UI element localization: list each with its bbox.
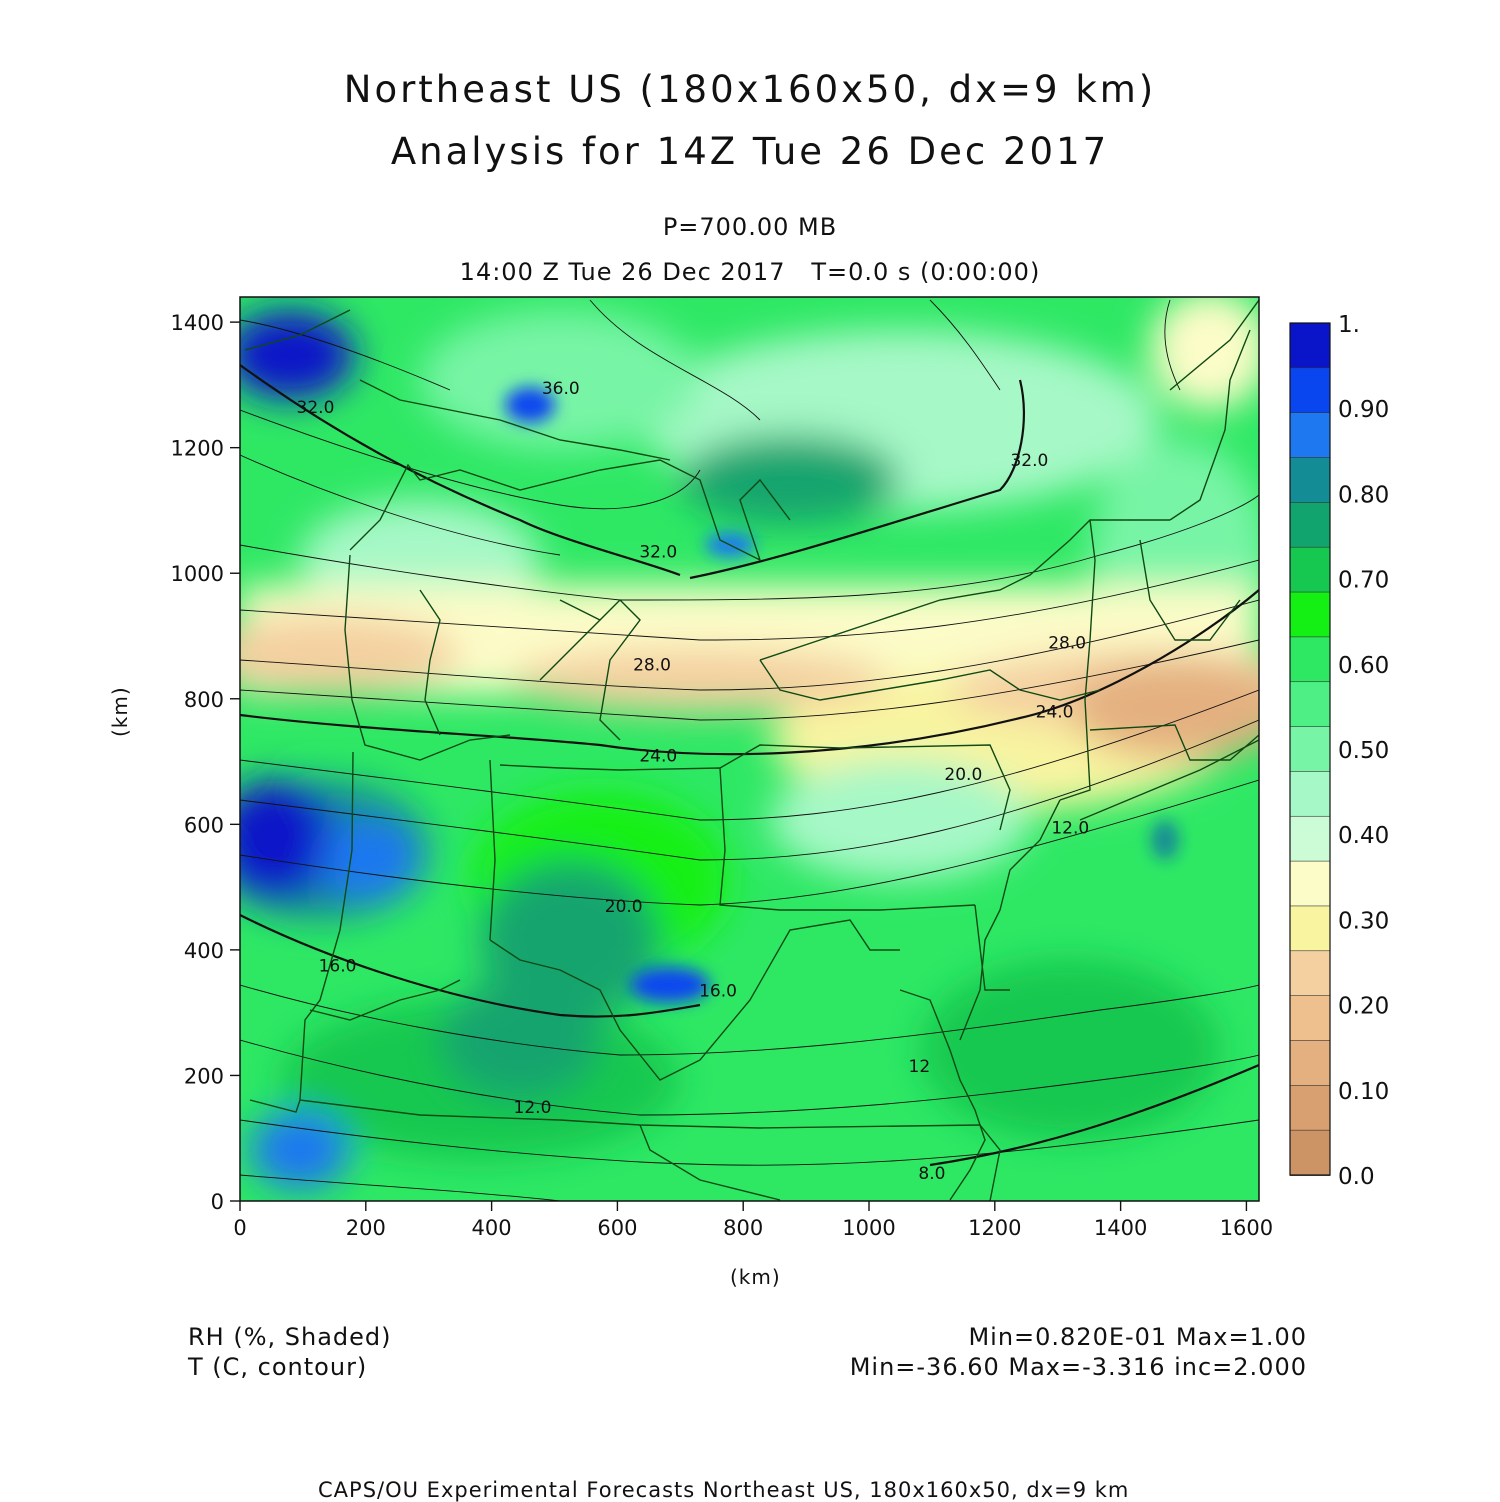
- colorbar-swatch: [1289, 1085, 1331, 1132]
- contour-label: 32.0: [1010, 451, 1048, 471]
- contour-label: 28.0: [1048, 633, 1086, 653]
- contour-label: 36.0: [542, 379, 580, 399]
- title-line-2: Analysis for 14Z Tue 26 Dec 2017: [390, 130, 1110, 173]
- colorbar-swatch: [1289, 681, 1331, 728]
- contour-label: 24.0: [1036, 702, 1074, 722]
- contour-label: 20.0: [605, 897, 643, 917]
- colorbar-label: 0.20: [1338, 994, 1389, 1020]
- colorbar-label: 0.80: [1338, 482, 1389, 508]
- contour-32-east: [689, 379, 1026, 580]
- title-line-1: Northeast US (180x160x50, dx=9 km): [343, 68, 1157, 111]
- credit-line: CAPS/OU Experimental Forecasts Northeast…: [318, 1478, 1130, 1502]
- colorbar-label: 0.50: [1338, 738, 1389, 764]
- colorbar-swatch: [1289, 726, 1331, 773]
- colorbar-swatch: [1289, 995, 1331, 1042]
- contour-field-legend: T (C, contour): [188, 1353, 368, 1381]
- y-tick-label: 0: [211, 1190, 224, 1214]
- contour-08: [929, 1063, 1259, 1167]
- contour-label: 12.0: [514, 1098, 552, 1118]
- x-tick-label: 200: [346, 1216, 386, 1240]
- colorbar-label: 1.: [1338, 312, 1360, 338]
- y-tick-label: 200: [184, 1064, 224, 1088]
- contour-label: 24.0: [639, 746, 677, 766]
- temperature-contours: [240, 299, 1259, 1201]
- x-tick-label: 1600: [1220, 1216, 1273, 1240]
- y-tick-label: 400: [184, 939, 224, 963]
- y-axis-label: (km): [108, 686, 132, 737]
- pressure-level: P=700.00 MB: [662, 213, 838, 241]
- colorbar-swatch: [1289, 546, 1331, 593]
- contour-label: 12: [909, 1057, 931, 1077]
- colorbar-label: 0.30: [1338, 908, 1389, 934]
- colorbar-swatch: [1289, 457, 1331, 504]
- x-axis: 0 200 400 600 800 1000 1200 1400 1600: [233, 1201, 1273, 1240]
- y-tick-label: 1000: [171, 562, 224, 586]
- y-tick-label: 600: [184, 813, 224, 837]
- x-axis-label: (km): [730, 1265, 781, 1289]
- x-tick-label: 600: [597, 1216, 637, 1240]
- colorbar-swatch: [1289, 815, 1331, 863]
- contour-label: 20.0: [944, 765, 982, 785]
- colorbar-swatch: [1289, 950, 1331, 997]
- x-tick-label: 0: [233, 1216, 246, 1240]
- x-tick-label: 400: [472, 1216, 512, 1240]
- plot-frame: [239, 296, 1260, 1202]
- contour-label: 32.0: [297, 398, 335, 418]
- shaded-field-legend: RH (%, Shaded): [188, 1323, 392, 1351]
- x-tick-label: 1200: [968, 1216, 1021, 1240]
- colorbar-label: 0.70: [1338, 568, 1389, 594]
- contour-label: 16.0: [699, 982, 737, 1002]
- t-min-max-inc: Min=-36.60 Max=-3.316 inc=2.000: [849, 1353, 1307, 1381]
- valid-time: 14:00 Z Tue 26 Dec 2017 T=0.0 s (0:00:00…: [459, 258, 1041, 286]
- x-tick-label: 800: [723, 1216, 763, 1240]
- colorbar-frame: [1289, 322, 1331, 1176]
- colorbar-swatch: [1289, 591, 1331, 638]
- colorbar-swatch: [1289, 1040, 1331, 1087]
- y-tick-label: 1400: [171, 311, 224, 335]
- contour-16: [240, 914, 701, 1018]
- colorbar: 1. 0.90 0.80 0.70 0.60 0.50 0.40 0.30 0.20 0.10 0.…: [1289, 312, 1389, 1190]
- colorbar-swatch: [1289, 1129, 1331, 1176]
- contour-24: [240, 589, 1259, 756]
- contour-label: 12.0: [1051, 818, 1089, 838]
- y-tick-label: 800: [184, 688, 224, 712]
- contour-label: 8.0: [918, 1164, 945, 1184]
- contour-label: 28.0: [633, 655, 671, 675]
- state-boundaries: [244, 299, 1259, 1201]
- colorbar-swatch: [1289, 367, 1331, 414]
- colorbar-label: 0.60: [1338, 653, 1389, 679]
- colorbar-label: 0.10: [1338, 1079, 1389, 1105]
- colorbar-swatch: [1289, 905, 1331, 952]
- contour-label: 16.0: [319, 957, 357, 977]
- contour-label: 32.0: [639, 542, 677, 562]
- colorbar-swatch: [1289, 322, 1331, 369]
- y-tick-label: 1200: [171, 437, 224, 461]
- y-axis: 0 200 400 600 800 1000 1200 1400: [171, 311, 240, 1214]
- contour-labels: 36.0 32.0 32.0 32.0 28.0 28.0 24.0 24.0 20.0 20.0…: [297, 379, 1090, 1184]
- x-tick-label: 1400: [1094, 1216, 1147, 1240]
- colorbar-swatch: [1289, 860, 1331, 907]
- colorbar-swatch: [1289, 771, 1331, 818]
- rh-shaded-field: [240, 297, 1259, 1201]
- rh-min-max: Min=0.820E-01 Max=1.00: [968, 1323, 1307, 1351]
- colorbar-label: 0.90: [1338, 397, 1389, 423]
- x-tick-label: 1000: [842, 1216, 895, 1240]
- colorbar-swatch: [1289, 412, 1331, 459]
- contour-32-west: [240, 364, 681, 577]
- colorbar-swatch: [1289, 636, 1331, 683]
- colorbar-swatch: [1289, 502, 1331, 549]
- colorbar-label: 0.0: [1338, 1164, 1375, 1190]
- colorbar-label: 0.40: [1338, 823, 1389, 849]
